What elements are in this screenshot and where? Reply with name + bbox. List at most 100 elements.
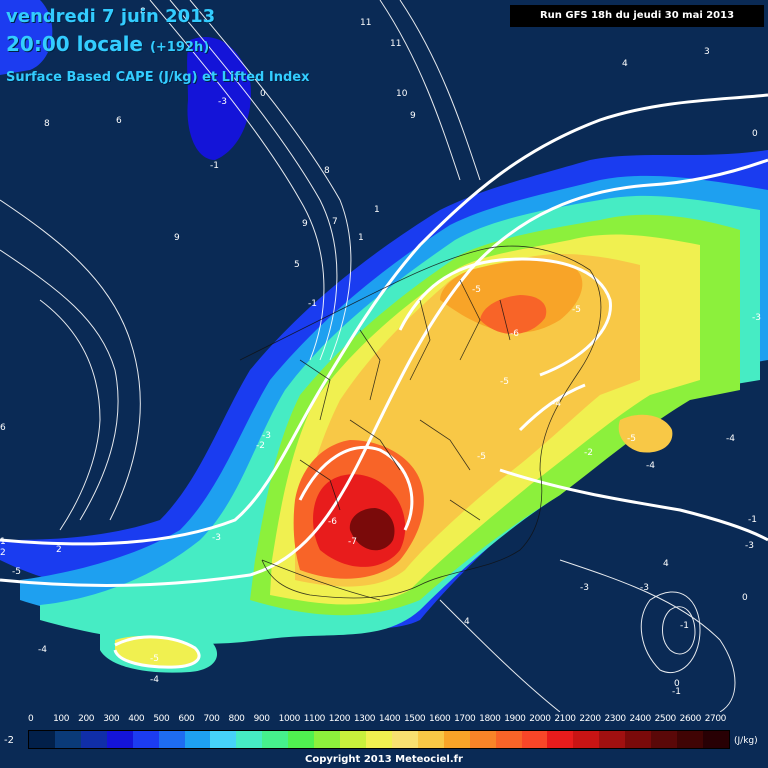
legend-label: 1000 <box>278 714 301 724</box>
legend-label: 300 <box>103 714 120 724</box>
li-label: 6 <box>0 423 6 433</box>
li-label: -3 <box>212 533 221 543</box>
legend-swatch <box>702 731 729 748</box>
li-label: -1 <box>680 621 689 631</box>
legend-label: 0 <box>28 714 34 724</box>
legend-swatch <box>210 731 237 748</box>
li-label: -6 <box>328 517 337 527</box>
li-label: -3 <box>752 313 761 323</box>
forecast-time: 20:00 locale (+192h) <box>6 32 209 56</box>
parameter-title: Surface Based CAPE (J/kg) et Lifted Inde… <box>6 70 310 85</box>
li-label: 11 <box>360 18 371 28</box>
li-label: 0 <box>752 129 758 139</box>
li-label: 0 <box>260 89 266 99</box>
legend-swatch <box>132 731 159 748</box>
legend-label: 200 <box>78 714 95 724</box>
legend-label: 2300 <box>604 714 626 724</box>
legend-label: 2100 <box>554 714 576 724</box>
li-label: 9 <box>174 233 180 243</box>
legend-swatch <box>106 731 133 748</box>
li-label: -5 <box>472 285 481 295</box>
li-label: -3 <box>262 431 271 441</box>
li-label: 1 <box>374 205 380 215</box>
li-label: 10 <box>396 89 408 99</box>
li-label: -4 <box>150 675 159 685</box>
legend-label: 800 <box>228 714 245 724</box>
legend-swatch <box>236 731 263 748</box>
legend-label: 2700 <box>704 714 727 724</box>
forecast-time-text: 20:00 locale <box>6 32 143 56</box>
copyright: Copyright 2013 Meteociel.fr <box>305 754 463 765</box>
legend-label: 1700 <box>454 714 476 724</box>
legend-swatch <box>599 731 626 748</box>
legend-label: 700 <box>203 714 220 724</box>
li-label: -3 <box>218 97 227 107</box>
li-label: -4 <box>726 434 735 444</box>
li-label: -5 <box>500 377 509 387</box>
li-label: 2 <box>56 545 62 555</box>
li-label: -3 <box>745 541 754 551</box>
legend-label: 1600 <box>429 714 451 724</box>
li-label: -1 <box>308 299 317 309</box>
li-label: -2 <box>584 448 593 458</box>
legend-label: 1200 <box>328 714 351 724</box>
forecast-lead: (+192h) <box>149 40 210 55</box>
li-label: -2 <box>256 441 265 451</box>
legend-label: 900 <box>253 714 270 724</box>
li-label: 9 <box>302 219 308 229</box>
li-label: 5 <box>294 260 300 270</box>
li-label: -4 <box>38 645 47 655</box>
li-label: 8 <box>140 7 146 17</box>
li-label: -3 <box>580 583 589 593</box>
li-label: -5 <box>477 452 486 462</box>
li-label: -4 <box>552 399 561 409</box>
li-label: -5 <box>572 305 581 315</box>
legend-swatch <box>340 731 366 748</box>
legend-swatch <box>158 731 185 748</box>
li-label: 6 <box>116 116 122 126</box>
legend-swatch <box>29 731 55 748</box>
legend-swatch <box>80 731 107 748</box>
legend-swatch <box>314 731 341 748</box>
li-label: -5 <box>12 567 21 577</box>
legend-label: 2400 <box>629 714 652 724</box>
legend-label: 2000 <box>529 714 551 724</box>
legend-swatch <box>262 731 289 748</box>
legend-swatch <box>184 731 211 748</box>
legend-labels: 0 100 200 300 400 500 600 700 800 900 1000 1100 1200… <box>28 714 730 728</box>
li-label: -5 <box>627 434 636 444</box>
legend-label: 600 <box>178 714 195 724</box>
li-label: 8 <box>324 166 330 176</box>
li-label: 1 <box>358 233 364 243</box>
legend-label: 1900 <box>504 714 526 724</box>
li-label: -6 <box>510 329 519 339</box>
legend-label: 1800 <box>479 714 501 724</box>
legend-swatch <box>54 731 81 748</box>
legend-label: 1500 <box>403 714 426 724</box>
legend-swatch <box>651 731 678 748</box>
legend-swatch <box>365 731 392 748</box>
li-label: 3 <box>704 47 710 57</box>
legend-swatch <box>495 731 522 748</box>
legend-unit: (J/kg) <box>734 736 758 746</box>
legend-swatch <box>417 731 444 748</box>
legend-label: 400 <box>128 714 145 724</box>
legend-swatch <box>469 731 496 748</box>
li-label: -4 <box>646 461 655 471</box>
li-label: 7 <box>332 217 338 227</box>
li-label: -1 <box>672 687 681 697</box>
legend-swatch <box>391 731 418 748</box>
legend-label: 1100 <box>303 714 326 724</box>
legend-swatch <box>288 731 315 748</box>
legend-label: 1400 <box>378 714 401 724</box>
legend-swatch <box>677 731 703 748</box>
legend-label: 2200 <box>579 714 601 724</box>
li-label: 4 <box>663 559 669 569</box>
legend-swatch <box>521 731 548 748</box>
li-label: 0 <box>742 593 748 603</box>
li-label: 2 <box>0 548 6 558</box>
legend-label: 1300 <box>353 714 376 724</box>
li-label: 4 <box>464 617 470 627</box>
